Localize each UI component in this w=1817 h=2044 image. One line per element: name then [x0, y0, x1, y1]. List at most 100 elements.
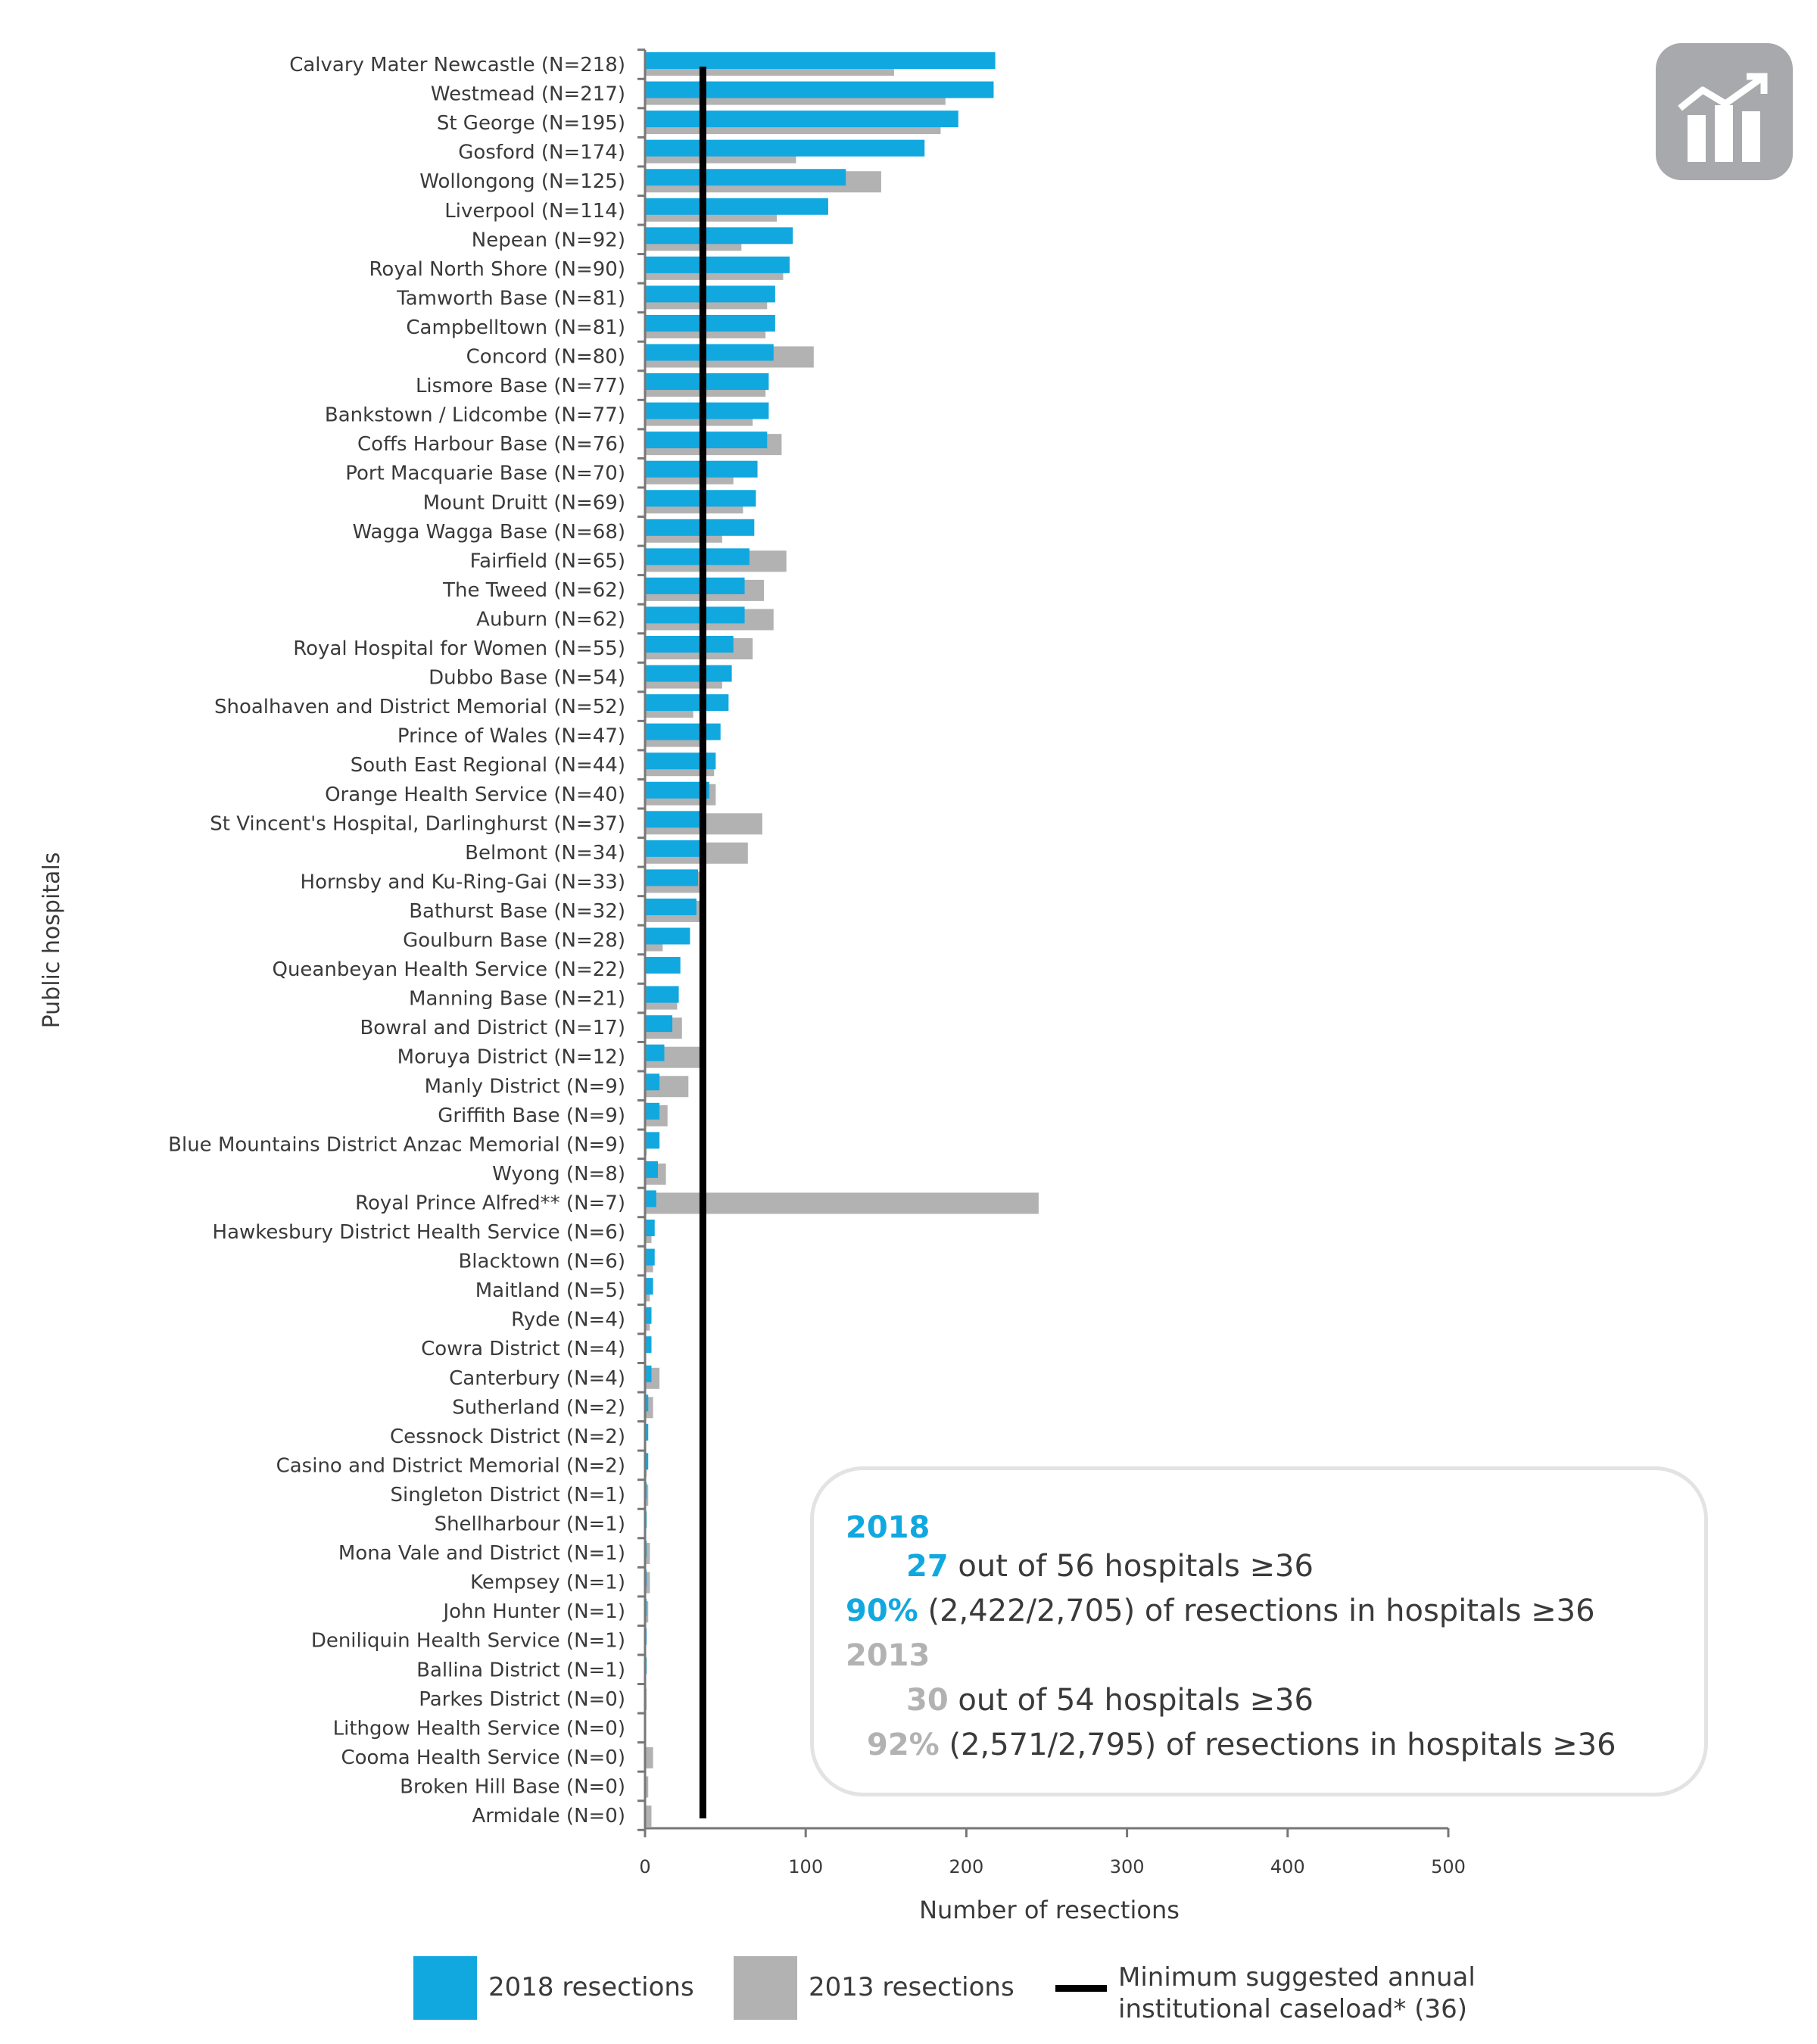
category-label: Campbelltown (N=81) [406, 316, 625, 339]
legend-label-2018: 2018 resections [488, 1972, 694, 2002]
bar-2018 [645, 314, 775, 332]
bar-2018 [645, 1161, 658, 1178]
category-label: Royal North Shore (N=90) [369, 258, 625, 281]
category-label: Goulburn Base (N=28) [403, 930, 625, 952]
count-2013: 30 [906, 1683, 949, 1718]
category-label: Royal Hospital for Women (N=55) [293, 637, 625, 660]
category-label: Manly District (N=9) [425, 1075, 625, 1098]
bar-2018 [645, 840, 700, 857]
bar-2018 [645, 636, 734, 653]
bar-2013 [645, 1806, 652, 1827]
count-2018-text: out of 56 hospitals ≥36 [948, 1549, 1314, 1584]
bar-2018 [645, 111, 958, 128]
year-2013: 2013 [846, 1638, 930, 1673]
axes: 0 100 200 300 400 500 [637, 48, 1466, 1877]
pct-2018-text: (2,422/2,705) of resections in hospitals… [918, 1594, 1595, 1628]
bar-2018 [645, 898, 697, 915]
category-label: The Tweed (N=62) [442, 579, 625, 602]
category-label: Gosford (N=174) [458, 142, 625, 164]
bar-2018 [645, 139, 925, 157]
x-tick-label: 300 [1110, 1856, 1145, 1877]
category-label: Lithgow Health Service (N=0) [333, 1717, 625, 1740]
category-label: Deniliquin Health Service (N=1) [311, 1630, 625, 1653]
category-label: Manning Base (N=21) [409, 988, 625, 1011]
category-label: Westmead (N=217) [431, 83, 625, 106]
bar-2018 [645, 52, 996, 69]
legend-label-2013: 2013 resections [809, 1972, 1014, 2002]
pct-2018: 90% [846, 1594, 918, 1628]
x-axis-title: Number of resections [919, 1896, 1180, 1924]
bars-group [645, 52, 1039, 1827]
category-label: Nepean (N=92) [472, 229, 625, 251]
category-label: South East Regional (N=44) [351, 754, 625, 777]
bar-2018 [645, 548, 750, 566]
bar-2018 [645, 402, 769, 419]
bar-2018 [645, 1394, 649, 1412]
category-label: Canterbury (N=4) [449, 1367, 625, 1390]
bar-2013 [645, 1543, 650, 1565]
legend-threshold-line [1055, 1985, 1107, 1992]
year-2018: 2018 [846, 1510, 930, 1545]
category-label: Lismore Base (N=77) [416, 375, 625, 397]
bar-2018 [645, 1423, 649, 1441]
bar-2013 [645, 1192, 1039, 1214]
bar-2013 [645, 1776, 649, 1798]
category-label: Hornsby and Ku-Ring-Gai (N=33) [301, 871, 625, 893]
category-label: Concord (N=80) [466, 346, 625, 369]
category-label: Liverpool (N=114) [444, 200, 625, 223]
bar-2018 [645, 1102, 660, 1120]
category-label: Wagga Wagga Base (N=68) [352, 521, 625, 544]
category-label: Belmont (N=34) [465, 842, 625, 865]
bar-2018 [645, 1278, 653, 1295]
bar-2018 [645, 957, 681, 974]
category-label: Ryde (N=4) [511, 1309, 625, 1332]
bar-2018 [645, 1307, 652, 1324]
category-label: Kempsey (N=1) [470, 1572, 625, 1594]
category-label: Prince of Wales (N=47) [397, 725, 625, 748]
category-labels: Calvary Mater Newcastle (N=218) Westmead … [168, 54, 625, 1827]
bar-2018 [645, 198, 828, 215]
bar-2018 [645, 1336, 652, 1354]
x-tick-label: 100 [788, 1856, 823, 1877]
category-label: Auburn (N=62) [476, 608, 625, 631]
summary-count-2018: 27 out of 56 hospitals ≥36 [906, 1549, 1314, 1584]
bar-2018 [645, 723, 721, 740]
bar-2018 [645, 752, 716, 770]
bar-2018 [645, 927, 690, 945]
category-label: Shellharbour (N=1) [435, 1513, 625, 1536]
category-label: Broken Hill Base (N=0) [400, 1775, 625, 1798]
summary-pct-2013: 92% (2,571/2,795) of resections in hospi… [867, 1728, 1616, 1762]
category-label: Hawkesbury District Health Service (N=6) [213, 1221, 625, 1244]
category-label: Calvary Mater Newcastle (N=218) [289, 54, 625, 76]
category-label: Bathurst Base (N=32) [409, 900, 625, 923]
bar-2013 [645, 1746, 653, 1768]
bar-2018 [645, 811, 705, 828]
bar-2018 [645, 344, 774, 361]
bar-2018 [645, 869, 699, 886]
category-label: Blue Mountains District Anzac Memorial (… [168, 1133, 625, 1156]
bar-2018 [645, 227, 793, 245]
bar-2018 [645, 1044, 665, 1061]
category-label: Wollongong (N=125) [419, 170, 625, 193]
pct-2013: 92% [867, 1728, 940, 1762]
pct-2013-text: (2,571/2,795) of resections in hospitals… [939, 1728, 1616, 1762]
category-label: Shoalhaven and District Memorial (N=52) [214, 696, 625, 718]
category-label: Cowra District (N=4) [421, 1338, 625, 1360]
summary-pct-2018: 90% (2,422/2,705) of resections in hospi… [846, 1594, 1595, 1628]
bar-2013 [645, 1397, 653, 1419]
category-label: Parkes District (N=0) [419, 1688, 625, 1711]
category-label: Port Macquarie Base (N=70) [345, 463, 625, 485]
category-label: St George (N=195) [437, 112, 625, 135]
category-label: John Hunter (N=1) [441, 1600, 625, 1623]
category-label: Singleton District (N=1) [391, 1484, 626, 1507]
category-label: Mona Vale and District (N=1) [338, 1542, 625, 1565]
category-label: Moruya District (N=12) [397, 1046, 625, 1069]
summary-box [810, 1466, 1708, 1796]
bar-2018 [645, 1015, 673, 1033]
category-label: Sutherland (N=2) [452, 1396, 625, 1419]
summary-count-2013: 30 out of 54 hospitals ≥36 [906, 1683, 1314, 1718]
bar-2018 [645, 285, 775, 303]
bar-2018 [645, 1220, 655, 1236]
bar-2018 [645, 1453, 649, 1470]
